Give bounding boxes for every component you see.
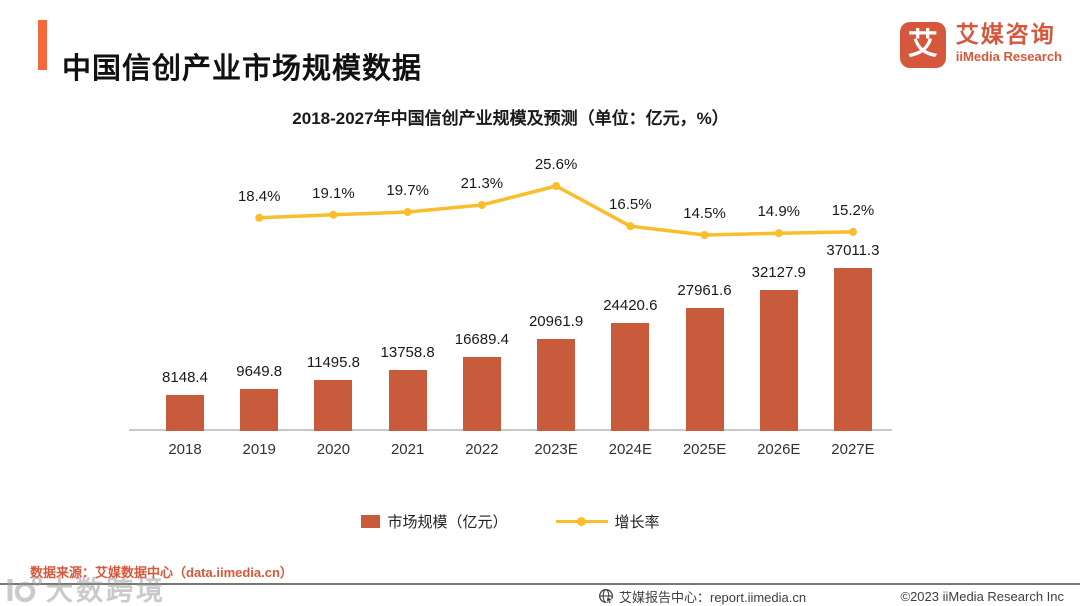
bar-2021 — [388, 370, 427, 431]
bar-2018 — [166, 395, 204, 431]
growth-rate-label: 21.3% — [460, 174, 504, 192]
line-swatch-icon — [555, 517, 608, 526]
x-axis-tick-label: 2025E — [682, 441, 727, 458]
bar-2022 — [462, 357, 501, 431]
bar-value-label: 20961.9 — [528, 312, 584, 330]
bar-swatch-icon — [361, 515, 381, 528]
bar-value-label: 32127.9 — [751, 263, 806, 281]
x-axis-tick-label: 2018 — [168, 441, 202, 458]
page-title: 中国信创产业市场规模数据 — [62, 53, 423, 86]
growth-rate-label: 19.7% — [386, 182, 429, 200]
bar-value-label: 37011.3 — [826, 242, 880, 259]
report-center-link: 艾媒报告中心：report.iimedia.cn — [619, 589, 807, 605]
data-source: 数据来源：艾媒数据中心（data.iimedia.cn） — [30, 565, 293, 580]
report-center-globe-icon — [599, 589, 614, 604]
legend-label-market-size: 市场规模（亿元） — [387, 514, 508, 531]
chart-title: 2018-2027年中国信创产业规模及预测（单位：亿元，%） — [292, 109, 729, 128]
legend-item-market-size: 市场规模（亿元） — [361, 511, 508, 532]
x-axis-tick-label: 2020 — [316, 441, 351, 458]
brand-logo-glyph: 艾 — [907, 28, 938, 61]
growth-rate-label: 14.9% — [757, 203, 801, 221]
bar-2026E — [759, 289, 798, 431]
report-center: 艾媒报告中心：report.iimedia.cn — [598, 587, 806, 606]
legend-item-growth-rate: 增长率 — [555, 511, 660, 532]
bar-2024E — [611, 323, 650, 431]
x-axis-tick-label: 2019 — [242, 441, 276, 458]
growth-rate-label: 19.1% — [312, 184, 355, 202]
growth-rate-label: 25.6% — [534, 156, 578, 173]
footer-divider — [0, 583, 1080, 585]
bar-2023E — [537, 338, 576, 431]
chart-legend: 市场规模（亿元） 增长率 — [129, 511, 892, 532]
watermark: 大数跨境 — [4, 569, 166, 606]
title-accent-bar — [38, 20, 47, 70]
bar-value-label: 16689.4 — [454, 331, 509, 349]
growth-rate-label: 14.5% — [683, 204, 726, 222]
bar-value-label: 9649.8 — [236, 362, 283, 380]
x-axis-tick-label: 2023E — [534, 441, 578, 458]
x-axis-tick-label: 2027E — [831, 441, 875, 458]
watermark-text: 大数跨境 — [46, 576, 166, 606]
bar-2027E — [833, 268, 872, 431]
x-axis-tick-label: 2026E — [757, 441, 801, 458]
bar-value-label: 11495.8 — [306, 354, 360, 372]
bar-value-label: 8148.4 — [162, 369, 208, 387]
growth-rate-label: 15.2% — [831, 201, 875, 219]
footer: 艾媒报告中心：report.iimedia.cn ©2023 iiMedia R… — [598, 587, 1064, 605]
bar-value-label: 27961.6 — [677, 281, 732, 299]
legend-label-growth-rate: 增长率 — [614, 514, 660, 531]
x-axis-line — [129, 429, 892, 431]
brand-name-en: iiMedia Research — [955, 49, 1062, 65]
brand-logo: 艾 艾媒咨询 iiMedia Research — [899, 21, 1062, 68]
brand-logo-icon: 艾 — [899, 22, 946, 68]
copyright: ©2023 iiMedia Research Inc — [900, 588, 1065, 604]
bar-value-label: 24420.6 — [603, 297, 658, 315]
bar-2020 — [314, 380, 353, 431]
watermark-logo-icon — [7, 575, 42, 602]
bar-value-label: 13758.8 — [380, 344, 435, 362]
brand-name-cn: 艾媒咨询 — [955, 21, 1056, 47]
growth-rate-label: 16.5% — [609, 196, 652, 214]
brand-logo-text: 艾媒咨询 iiMedia Research — [955, 21, 1062, 65]
bar-2019 — [240, 388, 279, 431]
growth-rate-label: 18.4% — [237, 187, 281, 205]
bar-2025E — [685, 307, 724, 431]
x-axis-tick-label: 2024E — [608, 441, 652, 458]
x-axis-tick-label: 2022 — [465, 441, 499, 458]
x-axis-tick-label: 2021 — [390, 441, 425, 458]
